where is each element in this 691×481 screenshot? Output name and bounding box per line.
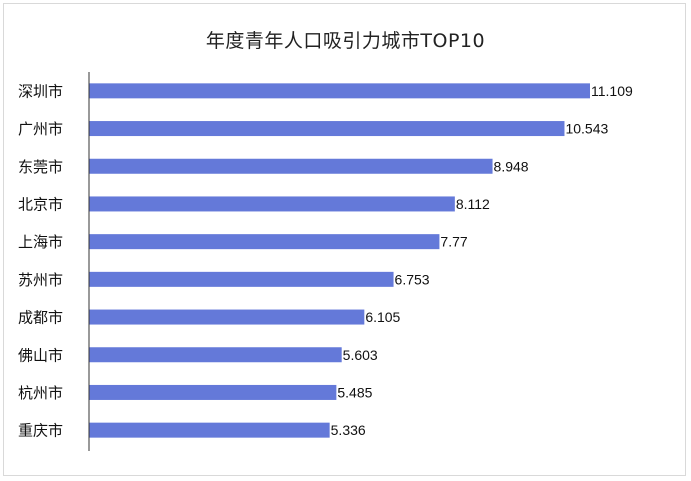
bar-6: [89, 309, 365, 325]
value-label: 5.485: [337, 384, 372, 400]
bar-3: [89, 196, 455, 212]
category-label: 佛山市: [18, 346, 63, 364]
value-label: 6.753: [395, 271, 430, 287]
value-label: 8.112: [456, 196, 490, 212]
bar-1: [89, 121, 565, 137]
value-label: 7.77: [440, 234, 467, 250]
value-label: 8.948: [494, 158, 529, 174]
bars-layer: 深圳市 11.109 广州市 10.543 东莞市 8.948 北京市 8.112 上海市 7.7…: [18, 82, 633, 439]
value-label: 5.603: [343, 347, 378, 363]
value-label: 6.105: [365, 309, 400, 325]
bar-7: [89, 347, 342, 363]
bar-8: [89, 384, 337, 400]
category-label: 杭州市: [18, 384, 63, 402]
value-label: 11.109: [591, 83, 633, 99]
category-label: 重庆市: [18, 422, 63, 440]
category-label: 东莞市: [18, 158, 63, 176]
category-label: 北京市: [18, 195, 63, 213]
category-label: 深圳市: [18, 82, 63, 100]
category-label: 广州市: [18, 120, 63, 138]
bar-2: [89, 158, 493, 174]
value-label: 10.543: [565, 121, 608, 137]
value-label: 5.336: [331, 422, 366, 438]
category-label: 上海市: [18, 233, 63, 251]
bar-0: [89, 83, 590, 99]
bar-9: [89, 422, 330, 438]
category-label: 苏州市: [18, 271, 63, 289]
chart-title: 年度青年人口吸引力城市TOP10: [205, 30, 486, 52]
bar-5: [89, 271, 394, 287]
category-label: 成都市: [18, 309, 63, 327]
bar-4: [89, 234, 440, 250]
